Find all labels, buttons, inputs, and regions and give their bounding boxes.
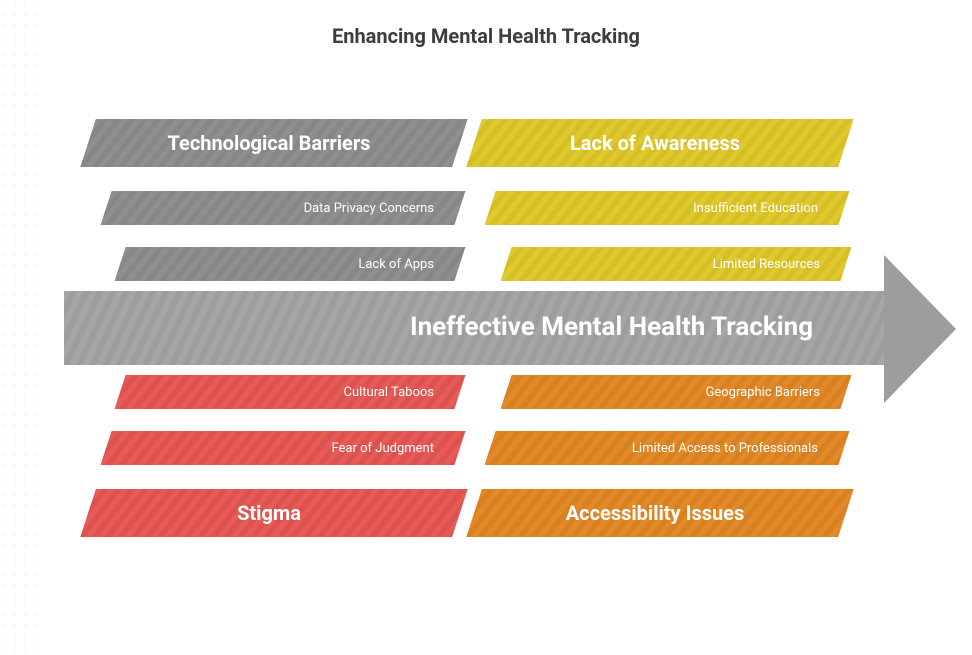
bone-fear-judgment: Fear of Judgment	[104, 429, 462, 467]
bone-label: Fear of Judgment	[104, 441, 462, 456]
bone-data-privacy: Data Privacy Concerns	[104, 189, 462, 227]
bone-label: Limited Access to Professionals	[488, 441, 846, 456]
fishbone-arrowhead	[884, 255, 956, 403]
bone-geo-barriers: Geographic Barriers	[504, 373, 848, 411]
bone-label: Technological Barriers	[86, 131, 462, 155]
bone-label: Stigma	[86, 501, 462, 525]
bone-label: Cultural Taboos	[118, 385, 462, 400]
bone-label: Accessibility Issues	[472, 501, 848, 525]
bone-lack-awareness: Lack of Awareness	[472, 117, 848, 169]
bone-label: Lack of Awareness	[472, 131, 848, 155]
bone-label: Geographic Barriers	[504, 385, 848, 400]
bone-label: Insufficient Education	[488, 201, 846, 216]
bone-stigma: Stigma	[86, 487, 462, 539]
diagram-title: Enhancing Mental Health Tracking	[0, 24, 972, 48]
bone-insufficient-edu: Insufficient Education	[488, 189, 846, 227]
bone-label: Lack of Apps	[118, 257, 462, 272]
spine-label: Ineffective Mental Health Tracking	[410, 312, 813, 342]
bone-limited-resources: Limited Resources	[504, 245, 848, 283]
bone-limited-access: Limited Access to Professionals	[488, 429, 846, 467]
background-dots	[0, 0, 40, 655]
bone-label: Data Privacy Concerns	[104, 201, 462, 216]
bone-cultural-taboos: Cultural Taboos	[118, 373, 462, 411]
bone-accessibility: Accessibility Issues	[472, 487, 848, 539]
bone-lack-apps: Lack of Apps	[118, 245, 462, 283]
bone-label: Limited Resources	[504, 257, 848, 272]
bone-tech-barriers: Technological Barriers	[86, 117, 462, 169]
